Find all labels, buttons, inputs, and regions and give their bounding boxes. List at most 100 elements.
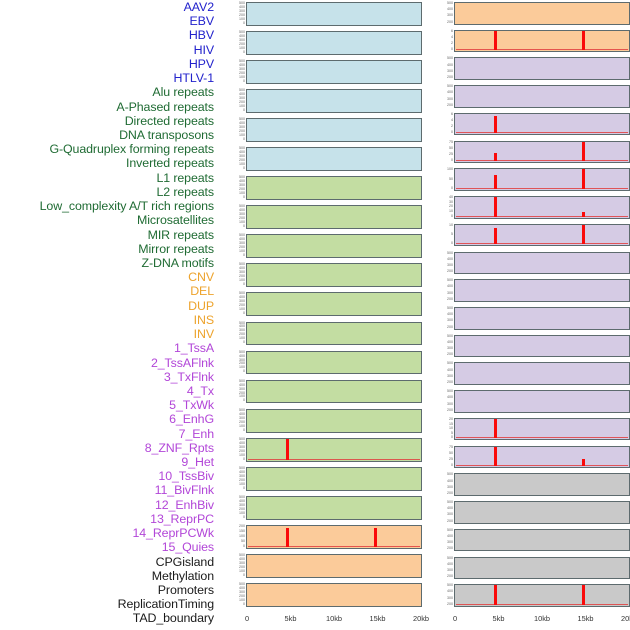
row-label: 9_Het [181,455,214,470]
track-band [246,263,422,288]
ytick-label: 100 [239,452,245,457]
ytick-label: 400 [239,92,245,97]
track-band [246,60,422,84]
ytick-label: 400 [239,469,245,474]
row-label: 15_Quies [161,540,214,555]
ytick-group: 40 30 20 10 0 [430,195,454,219]
ytick-label: 500 [239,291,245,296]
track-spike [494,30,498,51]
row-label: Mirror repeats [138,241,214,256]
ytick-label: 400 [447,62,453,67]
ytick-label: 0 [243,427,245,432]
ytick-label: 0 [243,543,245,548]
ytick-group: 500 400 300 200 [430,334,454,358]
ytick-label: 300 [239,357,245,362]
ytick-label: 100 [239,249,245,254]
track-band [246,118,422,143]
ytick-label: 300 [447,484,453,489]
ytick-label: 0 [243,369,245,374]
ytick-label: 200 [239,71,245,75]
track-band [454,29,630,53]
ytick-label: 0 [243,195,245,200]
ytick-label: 10 [449,222,453,227]
ytick-label: 200 [239,41,245,46]
xtick-label: 5kb [284,614,297,623]
ytick-label: 400 [239,382,245,387]
ytick-label: 200 [239,564,245,569]
ytick-group: 500 400 300 200 100 0 [222,552,246,578]
ytick-label: 400 [239,324,245,329]
ytick-label: 100 [239,394,245,399]
ytick-label: 200 [447,324,453,329]
track-band [454,57,630,80]
ytick-label: 300 [239,328,245,333]
ytick-label: 400 [239,585,245,590]
row-label: DUP [188,298,214,313]
ytick-label: 400 [239,150,245,155]
ytick-label: 0 [243,601,245,606]
track-band [454,112,630,136]
ytick-label: 2 [451,41,453,46]
ytick-label: 400 [239,208,245,213]
ytick-label: 400 [239,34,245,39]
ytick-group: 500 400 300 200 100 0 [222,263,246,287]
ytick-label: 0 [243,282,245,287]
row-label: DEL [190,284,214,299]
ytick-label: 300 [239,241,245,246]
ytick-label: 500 [239,552,245,557]
left-panel-bands [246,0,422,630]
track-band [454,196,630,219]
track-spike [581,585,585,605]
ytick-label: 0 [451,47,453,52]
track-band [246,2,422,26]
ytick-label: 500 [447,250,453,255]
ytick-label: 400 [447,312,453,317]
ytick-label: 0 [451,185,453,190]
ytick-group: 75 50 25 0 [430,445,454,469]
ytick-label: 300 [239,502,245,507]
ytick-label: 0 [243,456,245,461]
row-label: HPV [188,56,214,71]
ytick-label: 500 [239,30,245,35]
ytick-label: 0 [243,398,245,403]
ytick-label: 400 [239,4,245,9]
ytick-group: 500 400 300 200 [430,362,454,385]
ytick-label: 25 [449,151,453,156]
track-band [454,168,630,191]
ytick-label: 400 [447,7,453,12]
ytick-label: 0 [243,572,245,577]
ytick-label: 200 [447,352,453,357]
ytick-label: 100 [239,45,245,50]
ytick-label: 20 [449,204,453,209]
ytick-label: 0 [243,311,245,316]
row-label: L1 repeats [156,170,214,185]
ytick-group: 200 150 100 50 0 [222,524,246,549]
ytick-label: 400 [239,556,245,561]
track-baseline [248,458,420,460]
track-band [454,140,630,164]
ytick-label: 200 [239,187,245,192]
ytick-label: 200 [239,477,245,482]
ytick-label: 0 [243,137,245,142]
ytick-label: 50 [449,145,453,150]
ytick-label: 100 [239,162,245,167]
xtick-label: 10kb [533,614,551,623]
row-label: TAD_boundary [132,611,214,626]
row-label: 10_TssBiv [158,469,214,484]
track-band [454,584,630,607]
ytick-label: 300 [447,373,453,378]
ytick-label: 400 [239,63,245,68]
ytick-label: 200 [447,269,453,274]
row-label: 14_ReprPCWk [132,526,214,541]
ytick-label: 500 [239,117,245,122]
ytick-group: 500 400 300 200 100 0 [222,350,246,375]
row-label: 1_TssA [173,341,214,356]
ytick-label: 300 [447,68,453,73]
track-spike [581,169,585,189]
ytick-label: 300 [447,567,453,572]
ytick-label: 400 [447,90,453,95]
track-band [454,362,630,385]
ytick-group: 500 400 300 200 100 0 [222,582,246,607]
ytick-group: 500 400 300 200 100 0 [222,147,246,171]
ytick-label: 100 [239,191,245,196]
